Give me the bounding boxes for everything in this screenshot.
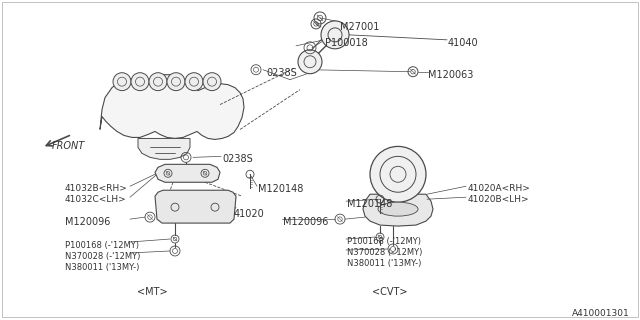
- Text: A410001301: A410001301: [572, 309, 630, 318]
- Text: P100168 (-'12MY): P100168 (-'12MY): [347, 237, 421, 246]
- Text: N380011 ('13MY-): N380011 ('13MY-): [347, 259, 421, 268]
- Text: N380011 ('13MY-): N380011 ('13MY-): [65, 263, 140, 272]
- Text: 41020A<RH>: 41020A<RH>: [468, 184, 531, 193]
- Text: N370028 (-'12MY): N370028 (-'12MY): [347, 248, 422, 257]
- Text: M120148: M120148: [258, 184, 303, 194]
- Text: 41020B<LH>: 41020B<LH>: [468, 195, 530, 204]
- Text: M120148: M120148: [347, 199, 392, 209]
- Circle shape: [167, 73, 185, 91]
- Text: <MT>: <MT>: [137, 287, 167, 297]
- Circle shape: [298, 50, 322, 74]
- Text: 0238S: 0238S: [222, 154, 253, 164]
- Text: M120096: M120096: [65, 217, 110, 227]
- Text: 0238S: 0238S: [266, 68, 297, 78]
- Polygon shape: [138, 139, 190, 159]
- Circle shape: [149, 73, 167, 91]
- Text: 41032C<LH>: 41032C<LH>: [65, 195, 127, 204]
- Text: M120063: M120063: [428, 70, 474, 80]
- Ellipse shape: [378, 202, 418, 216]
- Text: 41032B<RH>: 41032B<RH>: [65, 184, 128, 193]
- Polygon shape: [363, 194, 433, 226]
- Circle shape: [131, 73, 149, 91]
- Text: P100018: P100018: [325, 38, 368, 48]
- Text: FRONT: FRONT: [52, 141, 85, 151]
- Circle shape: [321, 21, 349, 49]
- Circle shape: [370, 147, 426, 202]
- Text: <CVT>: <CVT>: [372, 287, 408, 297]
- Polygon shape: [155, 190, 236, 223]
- Text: M27001: M27001: [340, 22, 380, 32]
- Circle shape: [185, 73, 203, 91]
- Circle shape: [203, 73, 221, 91]
- Text: P100168 (-'12MY): P100168 (-'12MY): [65, 241, 139, 250]
- Text: M120096: M120096: [283, 217, 328, 227]
- Text: N370028 (-'12MY): N370028 (-'12MY): [65, 252, 140, 261]
- Polygon shape: [155, 164, 220, 182]
- Text: 41040: 41040: [448, 38, 479, 48]
- Circle shape: [113, 73, 131, 91]
- Text: 41020: 41020: [234, 209, 265, 219]
- Polygon shape: [100, 75, 244, 140]
